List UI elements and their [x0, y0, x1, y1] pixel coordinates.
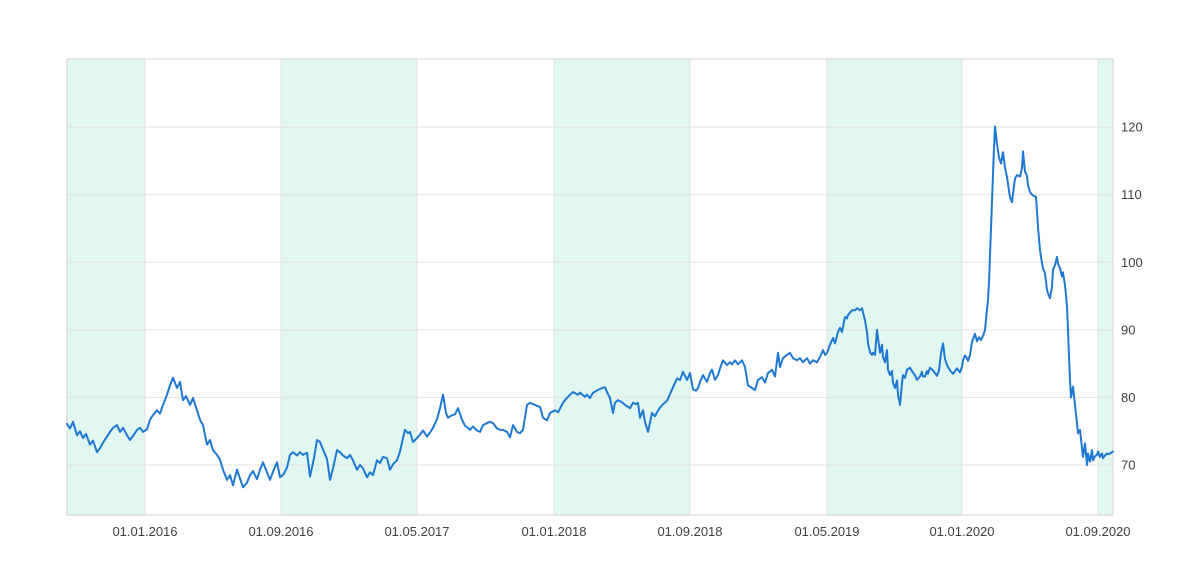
- y-axis-label: 70: [1121, 458, 1135, 473]
- y-axis-label: 90: [1121, 322, 1135, 337]
- x-axis-label: 01.09.2018: [657, 524, 722, 539]
- y-axis-label: 80: [1121, 390, 1135, 405]
- y-axis-label: 100: [1121, 255, 1143, 270]
- x-axis-label: 01.01.2020: [929, 524, 994, 539]
- highlight-band: [827, 59, 962, 515]
- highlight-band: [554, 59, 690, 515]
- highlight-band: [1098, 59, 1113, 515]
- y-axis-label: 120: [1121, 120, 1143, 135]
- highlight-band: [281, 59, 417, 515]
- x-axis-label: 01.01.2016: [112, 524, 177, 539]
- x-axis-label: 01.09.2016: [248, 524, 313, 539]
- x-axis-label: 01.05.2019: [794, 524, 859, 539]
- price-line: [66, 125, 1114, 489]
- y-axis-label: 110: [1121, 187, 1142, 202]
- x-axis-label: 01.09.2020: [1065, 524, 1130, 539]
- plot-border: [66, 58, 1114, 516]
- x-axis-label: 01.01.2018: [521, 524, 586, 539]
- x-axis-label: 01.05.2017: [384, 524, 449, 539]
